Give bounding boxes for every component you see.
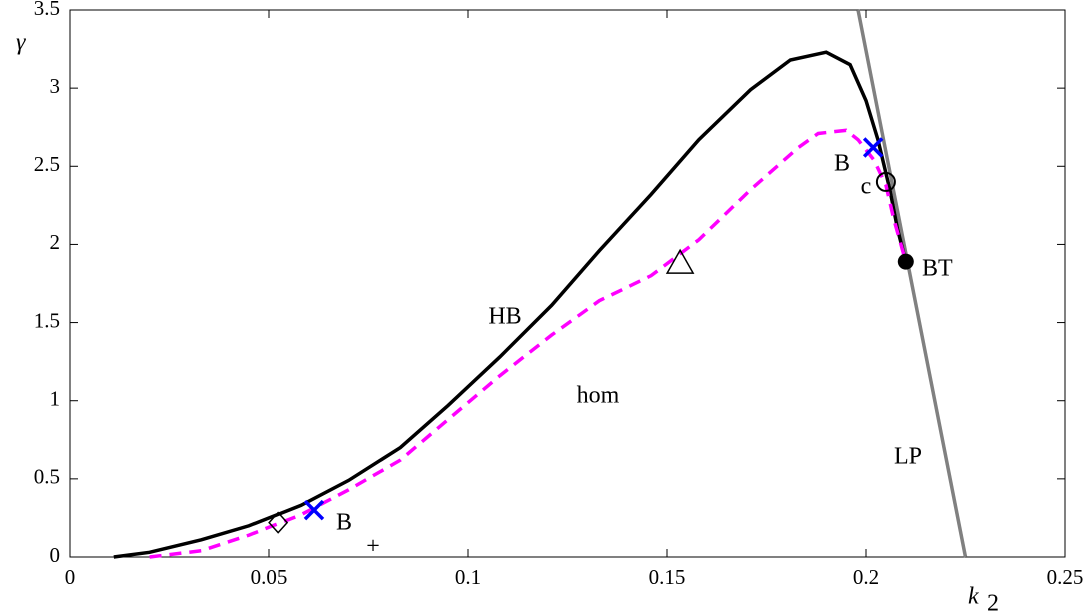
cross-marker bbox=[303, 499, 325, 521]
x-axis-label: k bbox=[968, 584, 979, 610]
annotation: B bbox=[336, 510, 352, 536]
series-label: hom bbox=[577, 383, 620, 409]
x-tick-label: 0.05 bbox=[251, 565, 288, 589]
x-tick-label: 0.25 bbox=[1047, 565, 1084, 589]
y-tick-label: 3.5 bbox=[34, 0, 60, 20]
circle-marker bbox=[875, 171, 896, 192]
y-tick-label: 1.5 bbox=[34, 308, 60, 332]
plot-frame bbox=[69, 9, 1066, 558]
annotation-sub: + bbox=[366, 534, 380, 560]
x-axis-label-sub: 2 bbox=[987, 591, 999, 614]
y-axis-label: γ bbox=[16, 30, 26, 56]
y-tick-label: 3 bbox=[50, 74, 61, 98]
series-label: LP bbox=[894, 444, 922, 470]
x-tick-label: 0.2 bbox=[853, 565, 879, 589]
cross-marker bbox=[862, 137, 884, 158]
y-tick-label: 2 bbox=[50, 230, 61, 254]
diamond-marker bbox=[268, 511, 289, 534]
y-tick-label: 1 bbox=[50, 387, 61, 411]
x-tick-label: 0 bbox=[65, 565, 76, 589]
series-line bbox=[856, 9, 968, 558]
annotation-sub: c bbox=[861, 174, 872, 200]
annotation: BT bbox=[922, 256, 953, 282]
circle-marker bbox=[897, 253, 914, 270]
y-tick-label: 0.5 bbox=[34, 465, 60, 489]
annotation: B bbox=[834, 151, 850, 177]
y-tick-label: 0 bbox=[50, 543, 61, 567]
series-label: HB bbox=[488, 304, 521, 330]
x-tick-label: 0.15 bbox=[649, 565, 686, 589]
series-line bbox=[149, 128, 908, 559]
x-tick-label: 0.1 bbox=[455, 565, 481, 589]
triangle-marker bbox=[665, 248, 695, 274]
y-tick-label: 2.5 bbox=[34, 152, 60, 176]
